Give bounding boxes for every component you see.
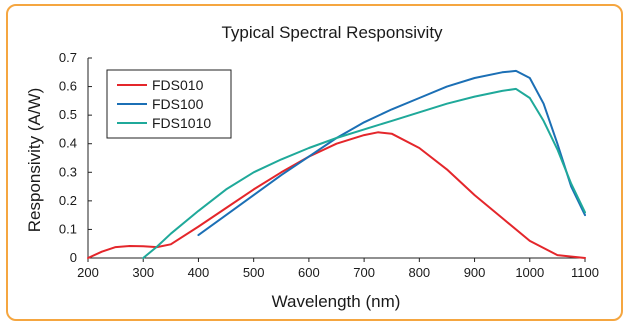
x-tick-label: 700 <box>353 265 375 280</box>
y-tick-label: 0 <box>70 250 77 265</box>
y-tick-label: 0.3 <box>59 164 77 179</box>
x-tick-label: 1100 <box>571 265 599 280</box>
x-tick-label: 400 <box>188 265 210 280</box>
y-tick-label: 0.1 <box>59 221 77 236</box>
series-line-fds010 <box>87 131 586 259</box>
x-tick-label: 1000 <box>515 265 544 280</box>
chart-axes: 200 300 400 500 600 700 800 900 1000 1100 0 0.1 0.2 0… <box>59 50 599 280</box>
chart-legend: FDS010 FDS100 FDS1010 <box>106 69 232 139</box>
y-tick-label: 0.2 <box>59 193 77 208</box>
chart-frame <box>6 4 623 321</box>
x-tick-label: 500 <box>243 265 265 280</box>
y-tick-label: 0.5 <box>59 107 77 122</box>
x-tick-label: 600 <box>298 265 320 280</box>
legend-label: FDS010 <box>152 77 204 93</box>
x-axis-label: Wavelength (nm) <box>272 292 401 311</box>
x-tick-label: 900 <box>464 265 486 280</box>
y-tick-label: 0.7 <box>59 50 77 65</box>
y-tick-label: 0.4 <box>59 136 77 151</box>
legend-label: FDS100 <box>152 96 204 112</box>
series-line-fds1010 <box>142 87 586 259</box>
chart-title: Typical Spectral Responsivity <box>221 23 443 42</box>
x-tick-label: 300 <box>132 265 154 280</box>
series-line-fds100 <box>197 69 586 237</box>
x-tick-label: 200 <box>77 265 99 280</box>
y-tick-label: 0.6 <box>59 79 77 94</box>
chart-series <box>87 69 586 259</box>
x-tick-label: 800 <box>408 265 430 280</box>
y-axis-label: Responsivity (A/W) <box>25 88 44 233</box>
legend-label: FDS1010 <box>152 115 211 131</box>
